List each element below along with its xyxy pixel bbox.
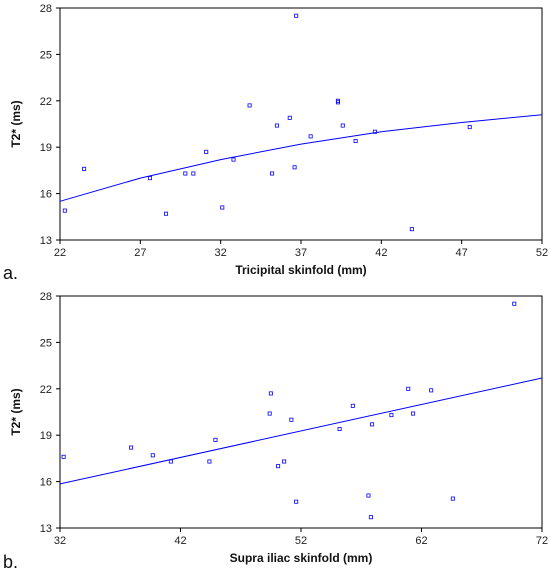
- data-point: [204, 149, 209, 154]
- data-point: [353, 139, 358, 144]
- data-point: [82, 166, 87, 171]
- data-point: [274, 123, 279, 128]
- data-point: [294, 499, 299, 504]
- y-tick-label: 13: [40, 235, 52, 247]
- data-point: [389, 413, 394, 418]
- data-point: [370, 422, 375, 427]
- data-point: [294, 13, 299, 18]
- y-axis-label: T2* (ms): [9, 100, 23, 147]
- data-point: [247, 103, 252, 108]
- y-tick-label: 19: [40, 142, 52, 154]
- data-point: [411, 411, 416, 416]
- x-axis-label: Supra iliac skinfold (mm): [230, 551, 373, 565]
- data-point: [308, 134, 313, 139]
- x-tick-label: 27: [134, 247, 146, 259]
- x-tick-label: 42: [174, 535, 186, 547]
- data-point: [213, 437, 218, 442]
- data-point: [129, 445, 134, 450]
- plot-frame: [59, 7, 543, 241]
- data-point: [220, 205, 225, 210]
- data-point: [150, 453, 155, 458]
- panel-label: a.: [3, 263, 18, 283]
- data-point: [268, 391, 273, 396]
- data-point: [350, 403, 355, 408]
- data-point: [337, 427, 342, 432]
- x-tick-label: 52: [295, 535, 307, 547]
- chart-panel-b: 32 42 52 62 72 13 16 19 22 25 28 Supra iliac skinfo…: [3, 291, 548, 570]
- x-tick-label: 47: [456, 247, 468, 259]
- y-tick-label: 22: [40, 96, 52, 108]
- data-point: [512, 301, 517, 306]
- fit-line: [59, 114, 543, 202]
- chart-panel-a: 22 27 32 37 42 47 52 13 16 19 22 25 28 Tricipital ski…: [3, 3, 548, 283]
- y-tick-label: 22: [40, 384, 52, 396]
- data-point: [270, 171, 275, 176]
- data-point: [276, 464, 281, 469]
- y-tick-label: 28: [40, 291, 52, 303]
- data-point: [372, 129, 377, 134]
- x-tick-label: 42: [375, 247, 387, 259]
- y-tick-label: 16: [40, 477, 52, 489]
- data-point: [335, 98, 340, 103]
- data-point: [62, 208, 67, 213]
- x-tick-label: 52: [536, 247, 548, 259]
- data-point: [231, 157, 236, 162]
- x-tick-label: 72: [536, 535, 548, 547]
- fit-line: [59, 377, 543, 485]
- y-tick-label: 25: [40, 337, 52, 349]
- data-point: [467, 125, 472, 130]
- data-point: [207, 459, 212, 464]
- data-point: [429, 388, 434, 393]
- data-point: [287, 115, 292, 120]
- x-tick-label: 62: [415, 535, 427, 547]
- x-axis-label: Tricipital skinfold (mm): [235, 263, 366, 277]
- y-tick-label: 19: [40, 430, 52, 442]
- x-tick-label: 37: [295, 247, 307, 259]
- y-tick-label: 13: [40, 523, 52, 535]
- y-tick-label: 25: [40, 49, 52, 61]
- plot-frame: [59, 295, 543, 529]
- data-point: [191, 171, 196, 176]
- data-point: [61, 454, 66, 459]
- y-axis-label: T2* (ms): [9, 388, 23, 435]
- y-tick-label: 16: [40, 189, 52, 201]
- y-tick-label: 28: [40, 3, 52, 15]
- data-point: [282, 459, 287, 464]
- data-point: [267, 411, 272, 416]
- data-point: [147, 176, 152, 181]
- x-tick-label: 32: [54, 535, 66, 547]
- data-point: [450, 496, 455, 501]
- data-point: [164, 211, 169, 216]
- panel-label: b.: [3, 552, 18, 570]
- data-point: [289, 417, 294, 422]
- data-point: [368, 515, 373, 520]
- data-point: [409, 227, 414, 232]
- data-point: [183, 171, 188, 176]
- data-point: [406, 386, 411, 391]
- data-point: [168, 459, 173, 464]
- x-tick-label: 32: [215, 247, 227, 259]
- x-tick-label: 22: [54, 247, 66, 259]
- data-point: [292, 165, 297, 170]
- data-point: [366, 493, 371, 498]
- data-point: [340, 123, 345, 128]
